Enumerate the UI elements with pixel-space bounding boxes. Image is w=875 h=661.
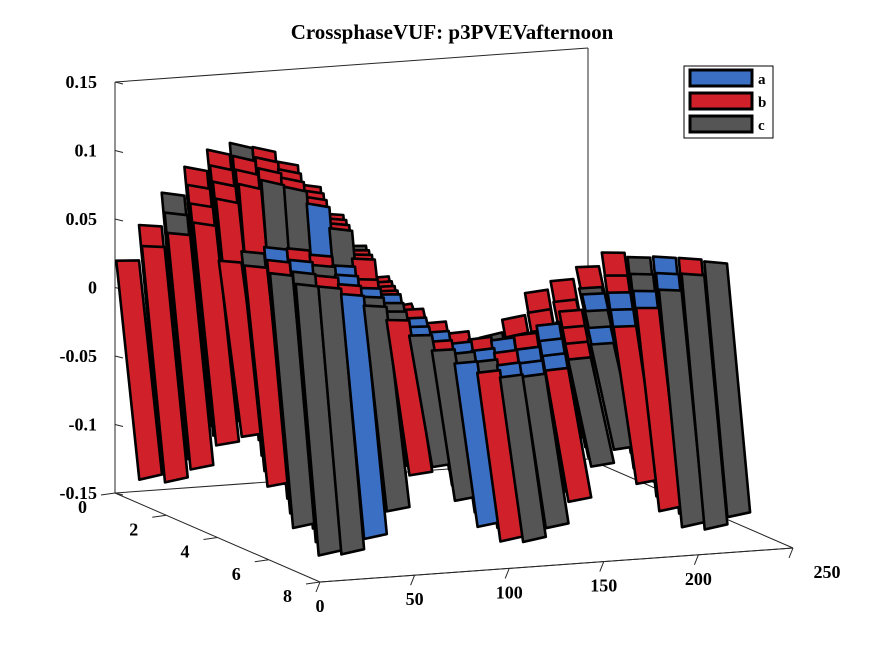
legend-swatch-c: [688, 114, 754, 134]
x-tick-mark: [504, 568, 510, 579]
ribbon-patch-a: [339, 292, 389, 541]
y-tick-mark: [254, 559, 269, 563]
tick-labels: 0.150.10.050-0.05-0.1-0.150 50 100 150 200 25…: [60, 72, 841, 616]
legend-label-a: a: [758, 72, 766, 88]
legend: a b c: [683, 65, 774, 139]
ribbon-surfaces: [115, 141, 752, 557]
axes-front: [319, 547, 794, 583]
ribbon-patch-c: [566, 355, 616, 468]
ribbon-patch-c: [702, 260, 752, 519]
z-tick-mark: [114, 81, 124, 85]
x-tick-mark: [788, 547, 794, 559]
ribbon-patch-b: [115, 259, 164, 482]
z-tick-mark: [114, 492, 124, 496]
chart-title: CrossphaseVUF: p3PVEVafternoon: [291, 20, 614, 44]
y-tick-label: 2: [129, 519, 138, 539]
ribbon-patch-b: [140, 244, 189, 484]
ribbon-patch-c: [362, 304, 411, 513]
z-tick-mark: [114, 150, 124, 153]
z-tick-label: 0.05: [66, 209, 98, 229]
axis-line: [114, 47, 589, 83]
ribbon-patch-b: [385, 318, 434, 477]
y-tick-label: 0: [78, 497, 87, 517]
legend-swatch-a: [688, 68, 754, 88]
z-tick-label: -0.05: [60, 346, 98, 366]
legend-item-c: c: [688, 114, 765, 134]
z-tick-label: 0: [88, 278, 97, 298]
legend-item-a: a: [688, 68, 766, 88]
x-tick-label: 200: [685, 569, 712, 589]
x-tick-mark: [315, 581, 321, 593]
x-tick-label: 150: [590, 576, 617, 596]
ribbon-patch-b: [191, 221, 241, 447]
z-tick-label: -0.1: [69, 415, 98, 435]
ribbon-patch-c: [498, 373, 548, 544]
y-tick-mark: [152, 514, 167, 518]
x-tick-mark: [693, 554, 699, 565]
z-tick-label: -0.15: [60, 483, 98, 503]
legend-swatch-b: [688, 91, 754, 111]
x-tick-label: 100: [496, 582, 523, 602]
ribbon-patch-c: [680, 272, 729, 531]
ribbon-patch-c: [521, 372, 570, 530]
y-tick-label: 6: [232, 564, 241, 584]
y-tick-mark: [100, 492, 116, 496]
legend-item-b: b: [688, 91, 766, 111]
x-tick-label: 50: [406, 589, 424, 609]
x-tick-mark: [410, 575, 416, 586]
x-tick-label: 0: [316, 596, 325, 616]
x-tick-mark: [599, 561, 605, 572]
axis-line-front: [319, 547, 794, 583]
ribbon-patch-b: [544, 366, 593, 504]
y-tick-mark: [305, 581, 321, 585]
x-tick-label: 250: [814, 562, 841, 582]
ribbon-patch-b: [166, 231, 215, 471]
ribbon-row: [294, 260, 752, 557]
y-tick-label: 8: [283, 586, 292, 606]
z-tick-mark: [114, 424, 124, 427]
ribbon-patch-c: [317, 285, 366, 556]
z-tick-mark: [114, 355, 124, 359]
legend-label-b: b: [758, 95, 766, 111]
z-tick-label: 0.1: [75, 141, 98, 161]
y-tick-label: 4: [181, 542, 190, 562]
y-tick-mark: [203, 537, 218, 540]
legend-label-c: c: [758, 118, 765, 134]
z-tick-label: 0.15: [66, 72, 98, 92]
z-tick-mark: [114, 218, 124, 222]
